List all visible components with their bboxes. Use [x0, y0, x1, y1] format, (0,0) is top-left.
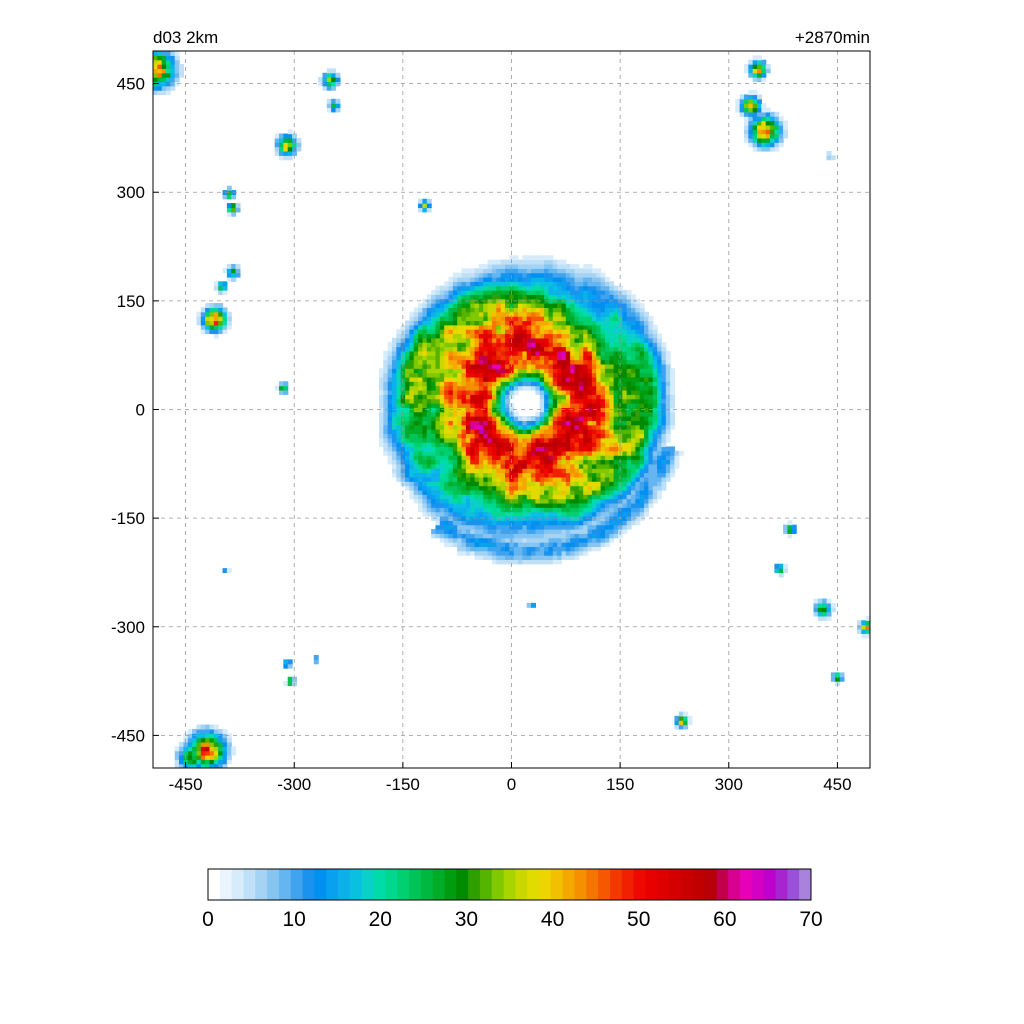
- colorbar-swatch: [680, 869, 694, 900]
- colorbar-swatch: [231, 869, 244, 900]
- colorbar-swatch: [692, 869, 706, 900]
- colorbar-swatch: [479, 869, 493, 900]
- y-tick-label: 150: [117, 292, 145, 311]
- colorbar-swatch: [267, 869, 280, 900]
- x-tick-label: -300: [277, 775, 311, 794]
- y-tick-label: -450: [111, 726, 145, 745]
- colorbar-swatch: [751, 869, 765, 900]
- colorbar-swatch: [728, 869, 741, 900]
- colorbar-swatch: [349, 869, 363, 900]
- colorbar-swatch: [562, 869, 576, 900]
- x-tick-label: -150: [386, 775, 420, 794]
- colorbar-frame: [207, 868, 812, 901]
- y-tick-label: 450: [117, 75, 145, 94]
- colorbar-swatch: [243, 869, 256, 900]
- colorbar-swatch: [657, 869, 670, 900]
- chart-title-left: d03 2km: [153, 28, 218, 47]
- x-tick-label: -450: [169, 775, 203, 794]
- colorbar-swatch: [574, 869, 587, 900]
- colorbar-tick-label: 60: [713, 908, 736, 931]
- colorbar-swatch: [704, 869, 717, 900]
- colorbar-swatch: [539, 869, 552, 900]
- x-tick-label: 300: [715, 775, 743, 794]
- colorbar-swatch: [409, 869, 422, 900]
- x-axis: -450 -300 -150 0 150 300 450: [169, 762, 852, 794]
- x-tick-label: 150: [606, 775, 634, 794]
- colorbar-swatch: [645, 869, 658, 900]
- colorbar-swatch: [763, 869, 777, 900]
- colorbar-tick-label: 10: [282, 908, 305, 931]
- colorbar-swatch: [610, 869, 623, 900]
- y-tick-label: 0: [136, 401, 145, 420]
- colorbar-swatch: [586, 869, 599, 900]
- y-tick-label: -300: [111, 618, 145, 637]
- colorbar-swatch: [468, 869, 481, 900]
- colorbar-swatch: [278, 869, 292, 900]
- x-tick-label: 450: [823, 775, 851, 794]
- colorbar-tick-label: 20: [369, 908, 392, 931]
- colorbar-swatch: [491, 869, 505, 900]
- colorbar-tick-label: 0: [202, 908, 214, 931]
- colorbar-swatch: [515, 869, 528, 900]
- colorbar-swatch: [420, 869, 434, 900]
- colorbar-swatch: [503, 869, 516, 900]
- colorbar-swatch: [219, 869, 233, 900]
- colorbar-swatch: [290, 869, 304, 900]
- plot-area: [153, 51, 870, 768]
- colorbar-tick-label: 30: [455, 908, 478, 931]
- colorbar-tick-label: 40: [541, 908, 564, 931]
- colorbar-swatch: [775, 869, 788, 900]
- colorbar-swatch: [456, 869, 469, 900]
- colorbar-swatch: [338, 869, 351, 900]
- colorbar-swatch: [787, 869, 800, 900]
- colorbar-swatch: [385, 869, 398, 900]
- colorbar-swatch: [633, 869, 646, 900]
- y-tick-label: 300: [117, 183, 145, 202]
- colorbar-tick-label: 50: [627, 908, 650, 931]
- colorbar-swatch: [326, 869, 339, 900]
- colorbar-swatch: [799, 869, 812, 900]
- reflectivity-field: [153, 51, 870, 768]
- colorbar-swatch: [208, 869, 221, 900]
- colorbar-swatch: [527, 869, 540, 900]
- colorbar-swatch: [314, 869, 327, 900]
- colorbar-swatch: [669, 869, 682, 900]
- colorbar-swatch: [621, 869, 635, 900]
- colorbar-swatch: [255, 869, 268, 900]
- y-tick-label: -150: [111, 509, 145, 528]
- colorbar-swatch: [740, 869, 753, 900]
- colorbar-swatch: [373, 869, 386, 900]
- colorbar-swatch: [361, 869, 375, 900]
- colorbar-swatch: [432, 869, 445, 900]
- colorbar-swatch: [302, 869, 315, 900]
- colorbar-swatch: [444, 869, 457, 900]
- colorbar-tick-label: 70: [799, 908, 822, 931]
- colorbar-swatch: [397, 869, 410, 900]
- y-axis: 450 300 150 0 -150 -300 -450: [111, 75, 159, 745]
- colorbar-swatch: [716, 869, 729, 900]
- colorbar-swatch: [550, 869, 564, 900]
- x-tick-label: 0: [507, 775, 516, 794]
- colorbar: 0 10 20 30 40 50 60 70: [202, 868, 823, 931]
- chart-title-right: +2870min: [795, 28, 870, 47]
- colorbar-swatch: [598, 869, 611, 900]
